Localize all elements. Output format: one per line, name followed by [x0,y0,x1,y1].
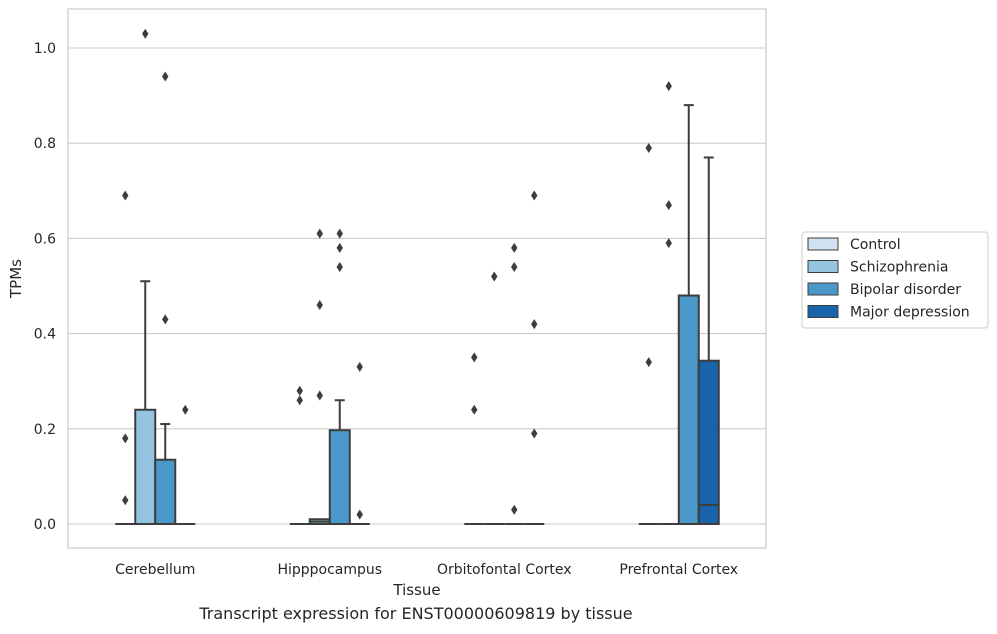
y-tick-labels: 0.0 0.2 0.4 0.6 0.8 1.0 [34,41,56,533]
box-bipolar-disorder [154,423,177,525]
outlier-point [336,261,343,272]
outlier-point [182,404,189,415]
outlier-point [162,71,169,82]
box-bipolar-disorder [677,104,700,525]
outlier-point [162,314,169,325]
box-schizophrenia [308,518,331,525]
outlier-point [531,319,538,330]
box-schizophrenia [134,280,157,526]
x-tick-label: Prefrontal Cortex [619,562,738,578]
x-axis-label: Tissue [392,581,440,599]
box-body [134,408,157,526]
box-body [328,429,351,525]
box-body [677,294,700,525]
legend-swatch [807,305,839,318]
outlier-point [356,361,363,372]
outlier-point [645,142,652,153]
outlier-point [142,28,149,39]
outlier-point [122,495,129,506]
outlier-point [665,81,672,92]
y-axis-label: TPMs [7,259,25,299]
x-tick-label: Cerebellum [115,562,195,578]
outlier-point [531,428,538,439]
y-tick-label: 0.4 [34,327,56,343]
outlier-point [122,433,129,444]
outlier-points [122,28,672,520]
outlier-point [122,190,129,201]
box-major-depression [697,156,720,525]
legend-swatch [807,237,839,251]
outlier-point [336,242,343,253]
legend-label: Bipolar disorder [850,282,961,298]
box-bipolar-disorder [328,399,351,525]
y-tick-label: 1.0 [34,41,56,57]
outlier-point [645,357,652,368]
legend-swatch [807,260,839,273]
y-tick-label: 0.6 [34,231,56,247]
box-body [154,458,177,525]
outlier-point [471,352,478,363]
legend: Control Schizophrenia Bipolar disorder Majo… [801,231,989,329]
legend-label: Control [850,237,901,253]
x-tick-label: Hipppocampus [277,562,382,578]
outlier-point [356,509,363,520]
outlier-point [531,190,538,201]
legend-frame [801,231,989,329]
plot-frame [67,8,767,549]
legend-label: Major depression [850,305,970,321]
outlier-point [491,271,498,282]
outlier-point [296,395,303,406]
outlier-point [511,261,518,272]
outlier-point [316,228,323,239]
legend-label: Schizophrenia [850,260,948,276]
box-body [697,359,720,525]
outlier-point [316,390,323,401]
outlier-point [316,300,323,311]
grid-lines [68,47,766,525]
x-tick-labels: Cerebellum Hipppocampus Orbitofontal Corte… [115,562,738,578]
outlier-point [471,404,478,415]
y-tick-label: 0.0 [34,517,56,533]
outlier-point [336,228,343,239]
outlier-point [296,385,303,396]
legend-swatch [807,282,839,296]
outlier-point [511,242,518,253]
y-tick-label: 0.8 [34,136,56,152]
boxes [115,104,720,526]
outlier-point [665,200,672,211]
outlier-point [511,504,518,515]
x-tick-label: Orbitofontal Cortex [437,562,572,578]
outlier-point [665,238,672,249]
figure-caption: Transcript expression for ENST0000060981… [199,604,633,623]
y-tick-label: 0.2 [34,422,56,438]
